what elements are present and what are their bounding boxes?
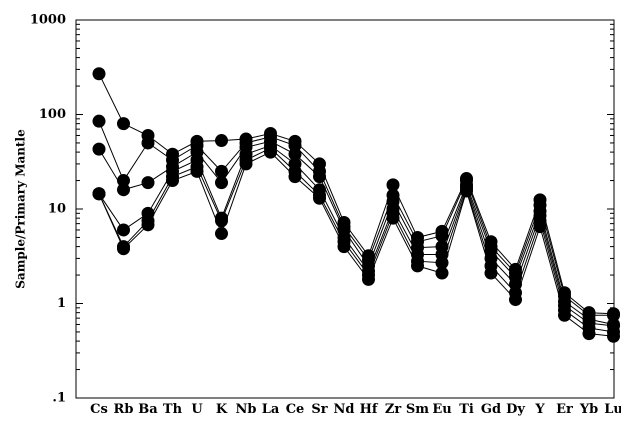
series-group	[92, 67, 620, 343]
y-axis: .1 1 10 100 1000	[30, 13, 614, 406]
data-point	[607, 308, 620, 322]
x-tick-label: Nd	[334, 402, 355, 417]
data-point	[288, 147, 302, 161]
data-point	[264, 145, 277, 159]
x-tick-label: Y	[534, 402, 545, 417]
x-tick-label: Ce	[286, 402, 305, 417]
x-tick-label: Er	[556, 402, 573, 417]
x-tick-label: Nb	[236, 402, 257, 417]
data-point	[607, 329, 620, 343]
x-tick-label: Th	[163, 402, 183, 417]
data-point	[386, 178, 400, 192]
data-point	[509, 293, 522, 307]
data-point	[141, 136, 155, 150]
x-tick-label: Gd	[481, 402, 501, 417]
data-point	[288, 170, 302, 184]
y-tick-label: 1000	[30, 13, 66, 28]
x-tick-label: Yb	[579, 402, 598, 417]
x-tick-label: Rb	[114, 402, 134, 417]
data-point	[117, 242, 130, 256]
x-tick-label: U	[191, 402, 203, 417]
data-point	[117, 223, 130, 237]
series-line	[98, 147, 614, 333]
x-tick-label: Eu	[432, 402, 451, 417]
x-tick-label: Lu	[604, 402, 621, 417]
data-point	[239, 157, 253, 171]
data-point	[117, 117, 130, 131]
data-point	[533, 220, 547, 234]
data-point	[435, 266, 449, 280]
data-point	[92, 114, 106, 128]
data-point	[117, 183, 130, 197]
data-point	[215, 227, 228, 241]
y-tick-label: .1	[52, 391, 66, 406]
x-tick-label: Cs	[90, 402, 108, 417]
data-point	[215, 176, 228, 190]
series-line	[98, 144, 614, 327]
data-point	[386, 211, 400, 225]
x-tick-label: Zr	[385, 402, 401, 417]
data-point	[435, 256, 449, 270]
data-point	[337, 240, 351, 254]
data-point	[313, 191, 326, 205]
data-point	[141, 218, 155, 232]
data-point	[411, 259, 424, 273]
x-tick-label: Ba	[138, 402, 158, 417]
x-tick-label: Hf	[360, 402, 379, 417]
data-point	[190, 164, 204, 178]
data-point	[484, 266, 498, 280]
data-point	[141, 176, 155, 190]
y-tick-label: 1	[57, 296, 66, 311]
data-point	[313, 170, 326, 184]
x-tick-label: Sm	[406, 402, 429, 417]
x-tick-label: K	[216, 402, 228, 417]
data-point	[435, 229, 449, 243]
x-tick-label: Sr	[311, 402, 327, 417]
y-tick-label: 100	[39, 107, 66, 122]
series-line	[98, 140, 614, 325]
data-point	[166, 174, 179, 188]
data-point	[582, 327, 596, 341]
data-point	[117, 174, 130, 188]
series-line	[98, 73, 614, 315]
data-point	[215, 134, 228, 148]
x-tick-label: Ti	[459, 402, 474, 417]
y-axis-label: Sample/Primary Mantle	[14, 129, 28, 289]
data-point	[460, 184, 473, 198]
series-line	[98, 121, 614, 316]
data-point	[92, 67, 106, 81]
data-point	[558, 308, 571, 322]
data-point	[362, 272, 375, 286]
x-axis: Cs Rb Ba Th U K Nb La Ce Sr Nd Hf Zr Sm Eu Ti Gd Dy Y Er Yb L…	[90, 402, 621, 417]
data-point	[92, 187, 106, 201]
series-line	[98, 151, 614, 337]
data-point	[215, 164, 228, 178]
y-tick-label: 10	[48, 202, 66, 217]
x-tick-label: Dy	[506, 402, 525, 417]
x-tick-label: La	[262, 402, 280, 417]
data-point	[92, 142, 106, 156]
data-point	[215, 214, 228, 228]
